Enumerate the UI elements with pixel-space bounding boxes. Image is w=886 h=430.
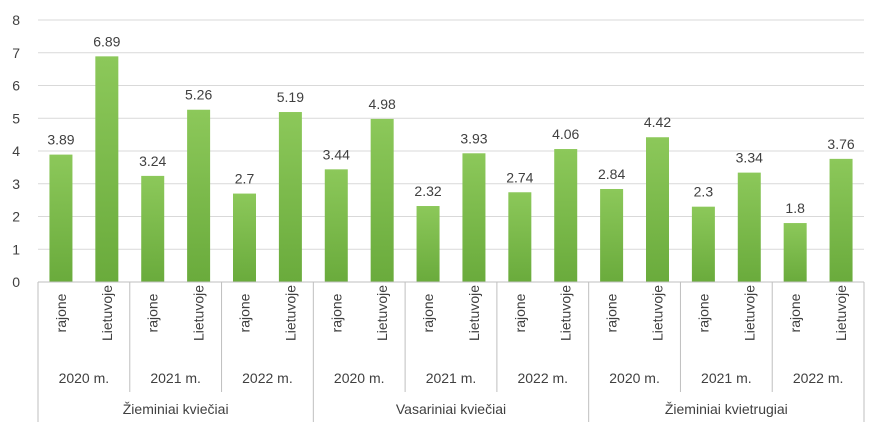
data-label: 4.06 bbox=[552, 126, 579, 142]
x-year-label: 2021 m. bbox=[426, 370, 477, 386]
y-tick-label: 6 bbox=[12, 78, 20, 94]
bar bbox=[829, 158, 853, 282]
x-axis: rajone Lietuvoje rajone Lietuvoje rajone Liet… bbox=[37, 281, 865, 422]
bar bbox=[691, 206, 715, 282]
x-year-label: 2022 m. bbox=[517, 370, 568, 386]
x-group-label: Žieminiai kviečiai bbox=[123, 401, 229, 417]
x-group-label: Žieminiai kvietrugiai bbox=[665, 401, 788, 417]
bar bbox=[416, 206, 440, 282]
bar bbox=[370, 118, 394, 282]
x-category-label: rajone bbox=[695, 293, 711, 332]
y-tick-label: 8 bbox=[12, 12, 20, 28]
bar bbox=[141, 175, 165, 282]
x-category-label: rajone bbox=[787, 293, 803, 332]
data-label: 3.34 bbox=[736, 150, 763, 166]
bar bbox=[278, 112, 302, 282]
x-year-label: 2020 m. bbox=[334, 370, 385, 386]
y-tick-label: 3 bbox=[12, 176, 20, 192]
data-label: 5.26 bbox=[185, 87, 212, 103]
bar bbox=[783, 223, 807, 282]
y-tick-label: 2 bbox=[12, 209, 20, 225]
x-year-label: 2022 m. bbox=[242, 370, 293, 386]
bar bbox=[462, 153, 486, 282]
x-category-label: rajone bbox=[604, 293, 620, 332]
bar bbox=[508, 192, 532, 282]
y-tick-label: 1 bbox=[12, 241, 20, 257]
x-year-label: 2022 m. bbox=[793, 370, 844, 386]
x-category-label: Lietuvoje bbox=[282, 285, 298, 341]
data-label: 2.32 bbox=[414, 183, 441, 199]
bar bbox=[737, 172, 761, 282]
data-label: 4.42 bbox=[644, 114, 671, 130]
data-label: 4.98 bbox=[369, 96, 396, 112]
data-label: 2.3 bbox=[694, 184, 714, 200]
y-tick-label: 5 bbox=[12, 110, 20, 126]
gridlines bbox=[38, 19, 864, 250]
x-year-label: 2020 m. bbox=[609, 370, 660, 386]
data-label: 5.19 bbox=[277, 89, 304, 105]
x-category-label: rajone bbox=[420, 293, 436, 332]
data-label: 1.8 bbox=[785, 200, 805, 216]
x-year-label: 2020 m. bbox=[59, 370, 110, 386]
x-category-label: Lietuvoje bbox=[650, 285, 666, 341]
x-category-label: Lietuvoje bbox=[833, 285, 849, 341]
x-year-label: 2021 m. bbox=[701, 370, 752, 386]
y-axis-ticks: 0 1 2 3 4 5 6 7 8 bbox=[12, 12, 20, 290]
y-tick-label: 0 bbox=[12, 274, 20, 290]
data-labels: 3.89 6.89 3.24 5.26 2.7 5.19 3.44 4.98 2.32 3.93 2… bbox=[47, 33, 855, 216]
x-category-label: rajone bbox=[145, 293, 161, 332]
data-label: 3.76 bbox=[827, 136, 854, 152]
y-tick-label: 4 bbox=[12, 143, 20, 159]
x-category-label: Lietuvoje bbox=[466, 285, 482, 341]
x-category-label: rajone bbox=[53, 293, 69, 332]
x-category-label: Lietuvoje bbox=[99, 285, 115, 341]
bar bbox=[49, 154, 73, 282]
data-label: 3.93 bbox=[460, 130, 487, 146]
x-group-label: Vasariniai kviečiai bbox=[396, 401, 506, 417]
x-category-label: rajone bbox=[512, 293, 528, 332]
data-label: 6.89 bbox=[93, 33, 120, 49]
bar bbox=[554, 149, 578, 282]
bar bbox=[600, 188, 624, 282]
data-label: 2.84 bbox=[598, 166, 625, 182]
x-category-label: Lietuvoje bbox=[374, 285, 390, 341]
x-year-label: 2021 m. bbox=[150, 370, 201, 386]
bar bbox=[233, 193, 256, 282]
data-label: 3.24 bbox=[139, 153, 166, 169]
bar bbox=[324, 169, 348, 282]
x-category-label: Lietuvoje bbox=[741, 285, 757, 341]
x-category-label: Lietuvoje bbox=[558, 285, 574, 341]
bar bbox=[187, 109, 211, 282]
data-label: 3.44 bbox=[323, 146, 350, 162]
x-category-label: rajone bbox=[328, 293, 344, 332]
data-label: 3.89 bbox=[47, 132, 74, 148]
data-label: 2.74 bbox=[506, 169, 533, 185]
bar bbox=[95, 56, 119, 282]
bars bbox=[49, 56, 853, 282]
x-category-label: rajone bbox=[237, 293, 253, 332]
bar bbox=[646, 137, 669, 282]
y-tick-label: 7 bbox=[12, 45, 20, 61]
data-label: 2.7 bbox=[235, 171, 255, 187]
x-category-label: Lietuvoje bbox=[191, 285, 207, 341]
